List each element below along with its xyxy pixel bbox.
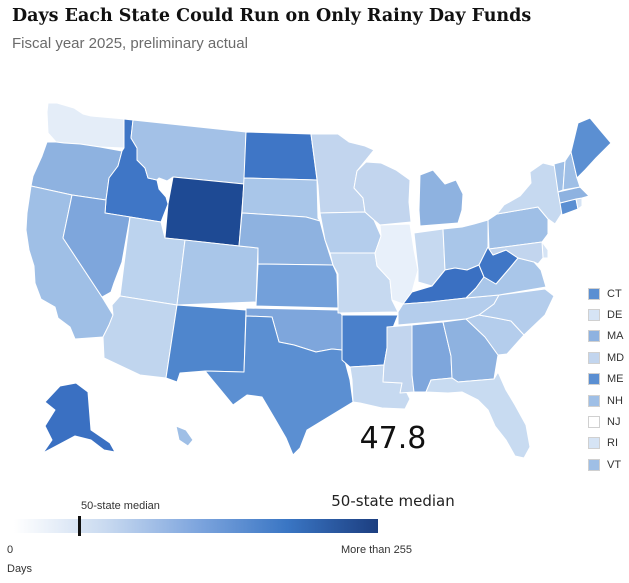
scale-median-marker-label: 50-state median bbox=[81, 500, 160, 512]
state-KS[interactable] bbox=[256, 264, 338, 308]
small-state-swatch bbox=[588, 373, 600, 386]
median-value: 47.8 bbox=[359, 421, 427, 456]
color-scale-bar bbox=[14, 519, 378, 533]
us-states-map bbox=[0, 60, 629, 480]
small-state-label: DE bbox=[607, 309, 623, 322]
small-state-row[interactable]: NJ bbox=[588, 411, 624, 432]
state-AZ[interactable] bbox=[103, 296, 177, 378]
state-WA[interactable] bbox=[47, 103, 130, 148]
scale-min-label: 0 bbox=[7, 544, 14, 556]
small-state-label: CT bbox=[607, 287, 622, 300]
small-state-swatch bbox=[588, 309, 600, 322]
small-state-row[interactable]: ME bbox=[588, 369, 624, 390]
small-state-label: VT bbox=[607, 458, 622, 471]
state-WI[interactable] bbox=[354, 162, 411, 225]
small-state-row[interactable]: VT bbox=[588, 454, 624, 475]
small-state-swatch bbox=[588, 330, 600, 343]
small-state-label: RI bbox=[607, 437, 618, 450]
small-state-row[interactable]: CT bbox=[588, 283, 624, 304]
small-state-row[interactable]: DE bbox=[588, 304, 624, 325]
scale-median-marker bbox=[78, 516, 82, 536]
median-label: 50-state median bbox=[331, 492, 455, 510]
state-MI[interactable] bbox=[419, 170, 463, 226]
small-states-legend: CT DE MA MD ME NH NJ RI VT bbox=[588, 283, 624, 476]
state-MT[interactable] bbox=[131, 120, 246, 184]
small-state-label: MD bbox=[607, 351, 625, 364]
state-MD[interactable] bbox=[489, 242, 543, 264]
small-state-row[interactable]: MA bbox=[588, 326, 624, 347]
scale-max-label: More than 255 bbox=[341, 544, 412, 556]
small-state-label: NH bbox=[607, 394, 623, 407]
small-state-row[interactable]: NH bbox=[588, 390, 624, 411]
scale-unit-label: Days bbox=[7, 563, 33, 575]
small-state-swatch bbox=[588, 287, 600, 300]
small-state-swatch bbox=[588, 351, 600, 364]
small-state-swatch bbox=[588, 458, 600, 471]
small-state-row[interactable]: RI bbox=[588, 433, 624, 454]
state-NV[interactable] bbox=[63, 195, 130, 297]
state-AK[interactable] bbox=[43, 383, 115, 453]
small-state-label: ME bbox=[607, 373, 624, 386]
state-IL[interactable] bbox=[375, 224, 418, 304]
chart-title: Days Each State Could Run on Only Rainy … bbox=[12, 6, 532, 26]
small-state-label: NJ bbox=[607, 416, 621, 429]
state-TX[interactable] bbox=[205, 316, 353, 455]
small-state-row[interactable]: MD bbox=[588, 347, 624, 368]
small-state-swatch bbox=[588, 437, 600, 450]
small-state-label: MA bbox=[607, 330, 624, 343]
small-state-swatch bbox=[588, 394, 600, 407]
state-CO[interactable] bbox=[177, 240, 258, 305]
state-ND[interactable] bbox=[244, 132, 317, 180]
state-WY[interactable] bbox=[165, 177, 244, 246]
state-NE[interactable] bbox=[239, 213, 333, 265]
state-FL[interactable] bbox=[426, 372, 530, 458]
state-NC[interactable] bbox=[479, 289, 554, 335]
state-NJ[interactable] bbox=[544, 219, 555, 247]
chart-subtitle: Fiscal year 2025, preliminary actual bbox=[12, 35, 248, 52]
state-NM[interactable] bbox=[166, 305, 246, 382]
state-HI[interactable] bbox=[176, 426, 193, 446]
small-state-swatch bbox=[588, 416, 600, 429]
state-ME[interactable] bbox=[571, 118, 611, 178]
state-NH[interactable] bbox=[563, 152, 580, 190]
